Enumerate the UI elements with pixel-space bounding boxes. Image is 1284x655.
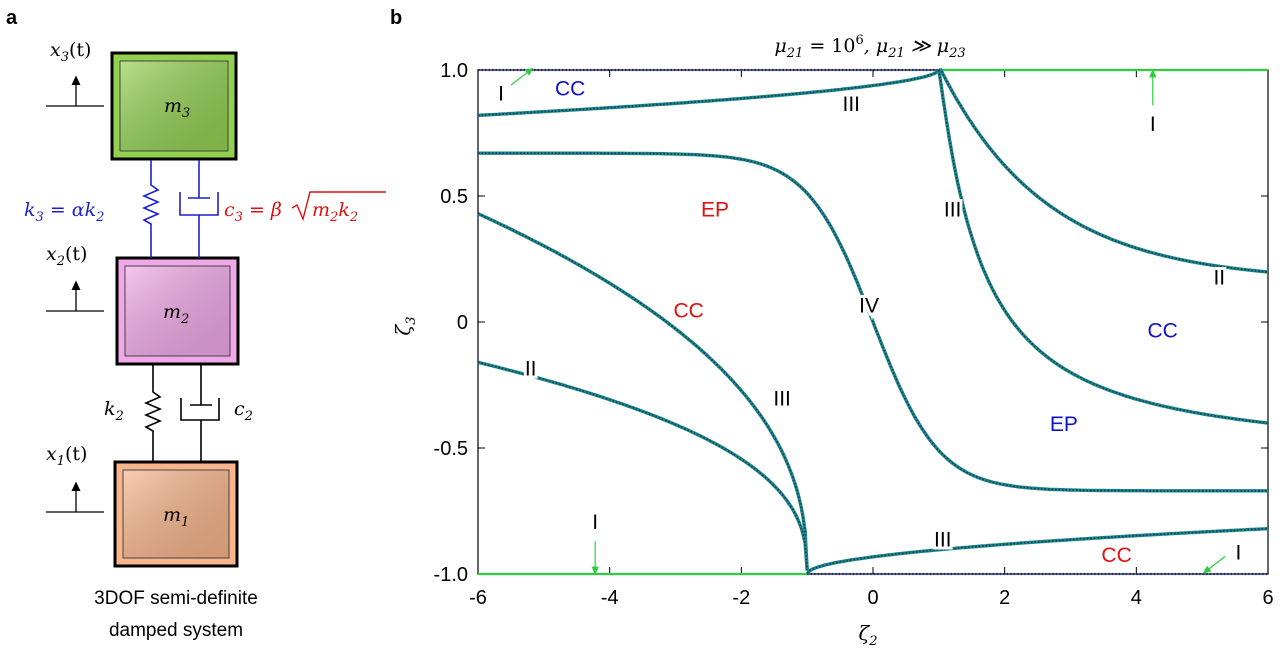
lower-spring: [143, 365, 163, 462]
curve-iii-right: [937, 69, 1269, 425]
curve-iii-left: [477, 212, 809, 571]
y-tick-label: 1.0: [440, 60, 468, 82]
svg-text:c3 = β: c3 = β: [224, 199, 282, 225]
curve-iv-dots: [478, 152, 1268, 492]
curve-iii-top: [477, 69, 940, 118]
x-tick-label: -6: [469, 587, 487, 609]
panel-a-caption-line2: damped system: [109, 620, 243, 641]
x-tick-label: 6: [1262, 587, 1273, 609]
mass-m3: m3: [110, 51, 238, 161]
x-axis-label: ζ2: [858, 621, 877, 649]
displacement-x1-label: x1(t): [46, 443, 87, 469]
x-tick-label: -2: [732, 587, 750, 609]
curve-label: III: [934, 529, 952, 552]
mass-m1-bevel: [122, 469, 230, 559]
region-label: CC: [673, 299, 703, 322]
y-tick-label: 0: [457, 312, 468, 334]
curve-label: I: [1235, 541, 1241, 564]
curve-ii-left: [477, 360, 809, 571]
mass-m2: m2: [115, 256, 240, 366]
curve-iii-right-dots: [938, 69, 1269, 424]
panel-a-caption-line1: 3DOF semi-definite: [94, 588, 258, 609]
displacement-x1: x1(t): [46, 443, 104, 513]
lower-damper: [180, 365, 220, 462]
curve-label: II: [525, 357, 537, 380]
y-tick-label: -0.5: [434, 438, 468, 460]
mass-m3-label: m3: [164, 95, 190, 121]
displacement-x2-label: x2(t): [46, 243, 87, 269]
region-label: EP: [1050, 413, 1078, 436]
mass-m3-bevel: [119, 60, 229, 152]
displacement-x3-label: x3(t): [50, 39, 91, 65]
mass-m1-label: m1: [163, 504, 189, 530]
displacement-x3: x3(t): [46, 39, 104, 107]
x-tick-label: -4: [601, 587, 619, 609]
curve-label: III: [773, 388, 791, 411]
panel-a: a m3 m2 m1 x3(t) x2(t): [6, 7, 386, 641]
lower-spring-label: k2: [104, 398, 124, 424]
curve-label: II: [1213, 267, 1225, 290]
curve-label: I: [592, 511, 598, 534]
svg-text:m2k2: m2k2: [312, 199, 358, 225]
curve-label: IV: [859, 294, 879, 317]
mass-m1: m1: [113, 460, 239, 568]
x-tick-label: 4: [1131, 587, 1142, 609]
curve-ii-right: [938, 68, 1269, 274]
y-tick-label: -1.0: [434, 564, 468, 586]
curve-iii-left-dots: [477, 212, 808, 571]
pointer-arrow: [1202, 555, 1226, 574]
mass-m2-label: m2: [163, 301, 189, 327]
panel-b: b μ21 = 106, μ21 ≫ μ23 -6 -4 -2 0 2 4 6 1.0 0.5 0…: [390, 7, 1274, 649]
region-label: EP: [701, 199, 729, 222]
panel-a-label: a: [6, 7, 18, 29]
lower-damper-label: c2: [234, 398, 253, 424]
displacement-x2: x2(t): [46, 243, 104, 312]
upper-damper-label: c3 = β m2k2: [224, 191, 386, 225]
curve-label: I: [1150, 113, 1156, 136]
y-tick-label: 0.5: [440, 186, 468, 208]
upper-damper: [179, 160, 219, 258]
region-label: CC: [1101, 544, 1131, 567]
curve-label: I: [498, 83, 504, 106]
upper-spring: [141, 160, 161, 258]
mass-m2-bevel: [124, 265, 231, 357]
curve-ii-right-dots: [938, 69, 1269, 273]
y-axis-label: ζ3: [391, 316, 419, 335]
curve-iii-bottom: [805, 526, 1269, 575]
curve-iii-top-dots: [477, 69, 940, 117]
region-label: CC: [555, 78, 585, 101]
curve-ii-left-dots: [477, 361, 808, 571]
chart-title: μ21 = 106, μ21 ≫ μ23: [774, 33, 965, 61]
curve-iii-bottom-dots: [806, 527, 1269, 575]
panel-b-label: b: [390, 7, 402, 29]
curve-label: III: [843, 93, 861, 116]
curve-label: III: [944, 199, 962, 222]
pointer-arrow: [510, 67, 534, 86]
x-tick-label: 2: [999, 587, 1010, 609]
x-tick-label: 0: [867, 587, 878, 609]
region-label: CC: [1147, 320, 1177, 343]
upper-spring-label: k3 = αk2: [24, 199, 104, 225]
